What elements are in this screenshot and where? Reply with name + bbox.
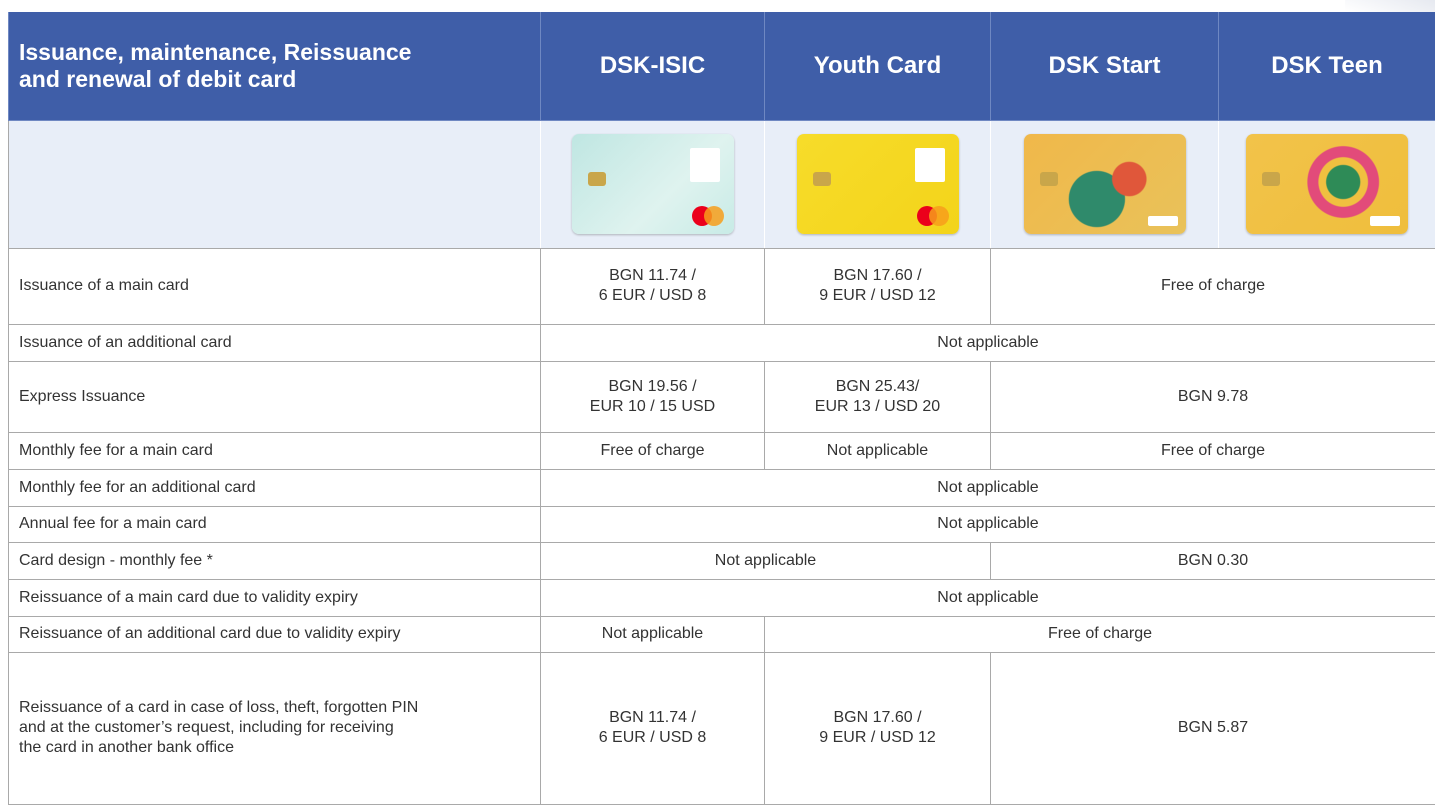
logo (928, 206, 949, 226)
fee-row: Reissuance of an additional card due to … (8, 615, 1435, 653)
fee-cell: BGN 19.56 / EUR 10 / 15 USD (540, 360, 765, 433)
empty-cell (8, 119, 541, 249)
fee-cell: BGN 5.87 (990, 651, 1435, 805)
logo (703, 206, 724, 226)
fee-row: Annual fee for a main card Not applicabl… (8, 505, 1435, 543)
row-label: Monthly fee for a main card (8, 431, 541, 470)
row-label: Issuance of an additional card (8, 323, 541, 362)
card-panel (914, 148, 945, 182)
fee-cell: Not applicable (540, 505, 1435, 543)
fee-row: Reissuance of a card in case of loss, th… (8, 651, 1435, 805)
card-panel (689, 148, 720, 182)
fee-cell: BGN 11.74 / 6 EUR / USD 8 (540, 247, 765, 325)
fee-cell: Not applicable (540, 323, 1435, 362)
table-title: Issuance, maintenance, Reissuance and re… (8, 12, 541, 121)
header-row: Issuance, maintenance, Reissuance and re… (8, 12, 1435, 121)
fee-cell: Not applicable (540, 615, 765, 653)
fee-row: Issuance of an additional card Not appli… (8, 323, 1435, 362)
row-label: Card design - monthly fee * (8, 541, 541, 580)
card-image (1023, 134, 1186, 234)
fee-row: Reissuance of a main card due to validit… (8, 578, 1435, 617)
row-label: Reissuance of an additional card due to … (8, 615, 541, 653)
logo (1370, 216, 1400, 226)
chip (1262, 172, 1280, 186)
row-label: Reissuance of a main card due to validit… (8, 578, 541, 617)
fee-cell: Free of charge (990, 431, 1435, 470)
fee-row: Issuance of a main card BGN 11.74 / 6 EU… (8, 247, 1435, 325)
card-image-row (8, 119, 1435, 249)
column-header: Youth Card (764, 12, 991, 121)
column-header: DSK Start (990, 12, 1219, 121)
card-cell (990, 119, 1219, 249)
row-label: Reissuance of a card in case of loss, th… (8, 651, 541, 805)
column-header: DSK Teen (1218, 12, 1435, 121)
chip (812, 172, 831, 186)
row-label: Issuance of a main card (8, 247, 541, 325)
fee-cell: Free of charge (990, 247, 1435, 325)
row-label: Monthly fee for an additional card (8, 468, 541, 507)
card-cell (540, 119, 765, 249)
fee-cell: BGN 11.74 / 6 EUR / USD 8 (540, 651, 765, 805)
fee-cell: BGN 17.60 / 9 EUR / USD 12 (764, 651, 991, 805)
card-cell (1218, 119, 1435, 249)
column-header: DSK-ISIC (540, 12, 765, 121)
row-label: Express Issuance (8, 360, 541, 433)
fee-cell: Not applicable (540, 468, 1435, 507)
chip (1039, 172, 1058, 186)
fee-cell: BGN 9.78 (990, 360, 1435, 433)
fee-row: Monthly fee for a main card Free of char… (8, 431, 1435, 470)
fee-cell: BGN 25.43/ EUR 13 / USD 20 (764, 360, 991, 433)
card-image (571, 134, 734, 234)
logo (1147, 216, 1178, 226)
fee-row: Express Issuance BGN 19.56 / EUR 10 / 15… (8, 360, 1435, 433)
chip (587, 172, 606, 186)
fee-cell: Not applicable (540, 541, 991, 580)
fee-cell: Free of charge (540, 431, 765, 470)
row-label: Annual fee for a main card (8, 505, 541, 543)
fee-cell: BGN 17.60 / 9 EUR / USD 12 (764, 247, 991, 325)
fee-cell: Not applicable (540, 578, 1435, 617)
fee-cell: BGN 0.30 (990, 541, 1435, 580)
card-image (796, 134, 959, 234)
fee-cell: Not applicable (764, 431, 991, 470)
card-cell (764, 119, 991, 249)
fee-cell: Free of charge (764, 615, 1435, 653)
fee-row: Monthly fee for an additional card Not a… (8, 468, 1435, 507)
card-image (1246, 134, 1408, 234)
fee-row: Card design - monthly fee * Not applicab… (8, 541, 1435, 580)
fee-table: Issuance, maintenance, Reissuance and re… (8, 12, 1435, 805)
